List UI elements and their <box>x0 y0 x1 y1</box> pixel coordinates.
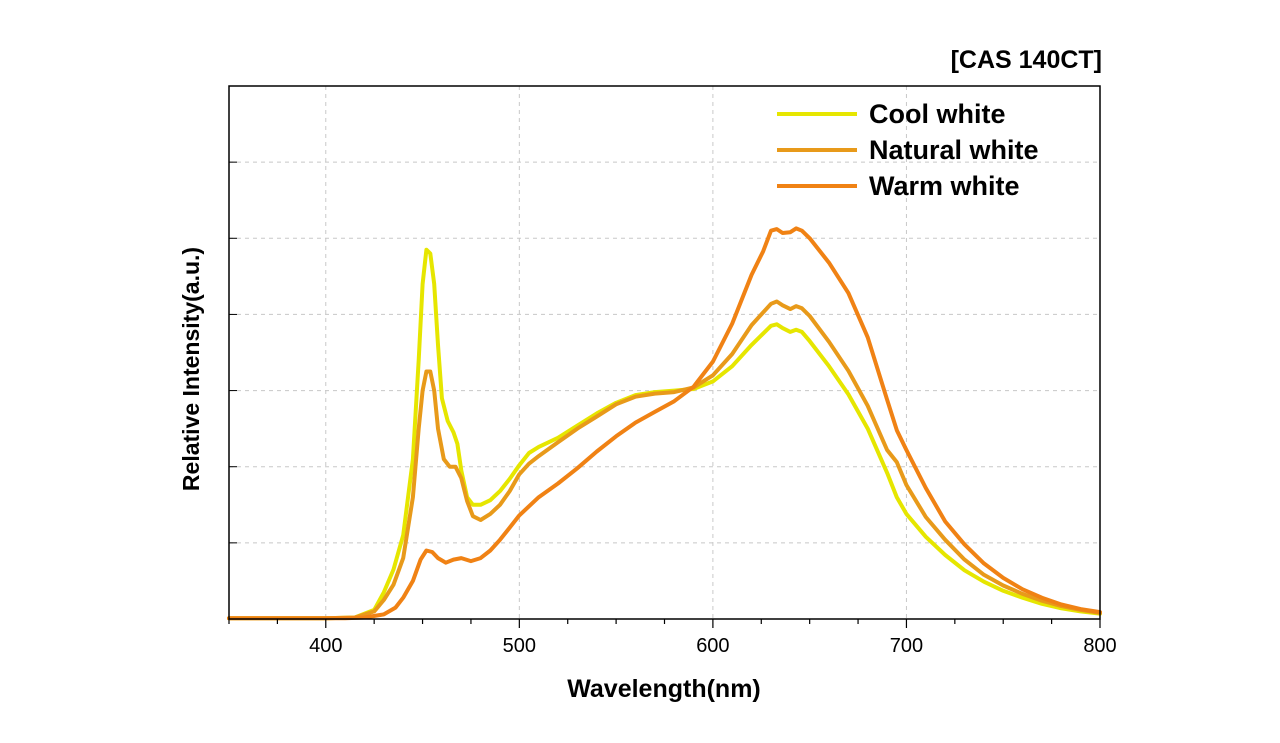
x-tick-label: 400 <box>309 635 342 657</box>
x-ticks: 400 500 600 700 800 <box>228 619 1117 657</box>
x-tick-label: 800 <box>1083 635 1116 657</box>
series-line-0 <box>227 247 1102 621</box>
chart-title: [CAS 140CT] <box>951 46 1102 74</box>
legend: Cool white Natural white Warm white <box>777 99 1039 201</box>
legend-label-0: Cool white <box>869 99 1006 129</box>
legend-label-2: Warm white <box>869 171 1020 201</box>
y-axis-title: Relative Intensity(a.u.) <box>178 247 204 491</box>
series-line-2 <box>227 226 1102 621</box>
legend-label-1: Natural white <box>869 135 1039 165</box>
x-axis-title: Wavelength(nm) <box>567 675 761 703</box>
plot-frame <box>228 85 1101 620</box>
series-layer <box>227 226 1102 621</box>
grid-lines <box>229 86 1101 619</box>
x-tick-label: 600 <box>696 635 729 657</box>
x-tick-label: 500 <box>503 635 536 657</box>
series-line-1 <box>227 299 1102 621</box>
x-tick-label: 700 <box>890 635 923 657</box>
